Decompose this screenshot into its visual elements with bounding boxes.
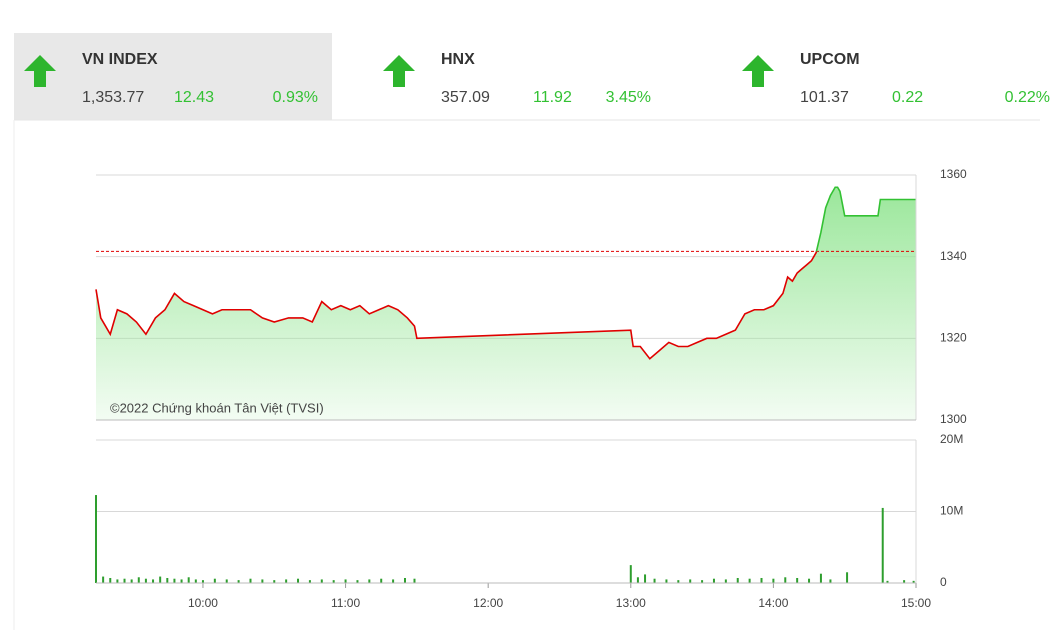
volume-bar [644, 574, 647, 583]
watermark: ©2022 Chứng khoán Tân Việt (TVSI) [110, 400, 324, 415]
x-tick-label: 15:00 [901, 596, 931, 610]
area-fill [96, 187, 916, 420]
y-tick-label: 1320 [940, 331, 967, 345]
volume-bar [724, 579, 727, 583]
volume-bar [736, 577, 739, 583]
volume-bar [166, 577, 169, 583]
volume-bar [285, 579, 288, 583]
index-change-pct: 0.93% [272, 89, 318, 106]
volume-bar [273, 580, 276, 583]
volume-bar [109, 577, 112, 583]
index-tab[interactable]: VN INDEX 1,353.77 12.43 0.93% [14, 33, 332, 120]
up-arrow [24, 55, 56, 87]
volume-bar [392, 579, 395, 583]
volume-bar [629, 565, 632, 583]
volume-bar [772, 578, 775, 583]
volume-bar [159, 576, 162, 583]
volume-bar [152, 579, 155, 583]
volume-bar [116, 579, 119, 583]
volume-bar [903, 580, 906, 583]
x-tick-label: 12:00 [473, 596, 503, 610]
volume-bar [261, 579, 264, 583]
index-name: UPCOM [800, 51, 860, 68]
volume-bar [796, 577, 799, 583]
volume-bar [332, 580, 335, 583]
y-tick-label: 10M [940, 504, 963, 518]
volume-bar [829, 579, 832, 583]
up-arrow [383, 55, 415, 87]
volume-bar [784, 577, 787, 583]
index-value: 357.09 [441, 89, 490, 106]
volume-bar [249, 578, 252, 583]
x-tick-label: 10:00 [188, 596, 218, 610]
up-arrow [742, 55, 774, 87]
volume-bar [881, 507, 884, 583]
volume-bar [194, 579, 197, 583]
volume-bar [173, 578, 176, 583]
volume-bar [144, 578, 147, 583]
volume-bar [846, 572, 849, 583]
volume-bar [130, 579, 133, 583]
index-value: 101.37 [800, 89, 849, 106]
y-tick-label: 1360 [940, 167, 967, 181]
volume-bar [403, 577, 406, 583]
y-tick-label: 20M [940, 432, 963, 446]
volume-bar [760, 577, 763, 583]
y-tick-label: 0 [940, 575, 947, 589]
index-change-pct: 0.22% [1004, 89, 1050, 106]
index-name: VN INDEX [82, 51, 158, 68]
volume-bar [102, 576, 105, 583]
volume-bar [225, 579, 228, 583]
volume-bar [187, 577, 190, 583]
volume-bar [137, 577, 140, 583]
volume-bar [886, 580, 889, 583]
volume-bar [308, 580, 311, 583]
y-tick-label: 1340 [940, 249, 967, 263]
index-change-pct: 3.45% [605, 89, 651, 106]
volume-bar [912, 580, 915, 583]
y-tick-label: 1300 [940, 412, 967, 426]
volume-bar [636, 577, 639, 583]
volume-bar [320, 579, 323, 583]
x-tick-label: 11:00 [331, 596, 360, 610]
volume-bar [344, 579, 347, 583]
volume-bar [819, 573, 822, 583]
index-tab[interactable]: UPCOM 101.37 0.22 0.22% [732, 33, 1050, 120]
volume-bar [677, 580, 680, 583]
index-tab[interactable]: HNX 357.09 11.92 3.45% [373, 33, 691, 120]
index-change: 0.22 [892, 89, 924, 106]
volume-bar [748, 578, 751, 583]
price-line [95, 186, 916, 360]
x-tick-label: 13:00 [616, 596, 646, 610]
volume-bar [712, 578, 715, 583]
volume-bar [213, 578, 216, 583]
volume-bar [95, 495, 97, 583]
index-name: HNX [441, 51, 475, 68]
volume-bar [808, 578, 811, 583]
volume-bar [665, 579, 668, 583]
volume-bar [413, 578, 416, 583]
volume-bar [368, 579, 371, 583]
volume-bar [653, 578, 656, 583]
volume-bar [237, 580, 240, 583]
volume-bar [297, 578, 300, 583]
index-change: 11.92 [533, 89, 572, 106]
volume-bar [180, 579, 183, 583]
volume-bar [123, 578, 126, 583]
volume-bar [356, 580, 359, 583]
index-value: 1,353.77 [82, 89, 145, 106]
volume-bar [689, 579, 692, 583]
volume-bar [380, 578, 383, 583]
volume-bar [201, 580, 204, 583]
volume-bar [701, 580, 704, 583]
x-tick-label: 14:00 [758, 596, 788, 610]
index-change: 12.43 [174, 89, 215, 106]
